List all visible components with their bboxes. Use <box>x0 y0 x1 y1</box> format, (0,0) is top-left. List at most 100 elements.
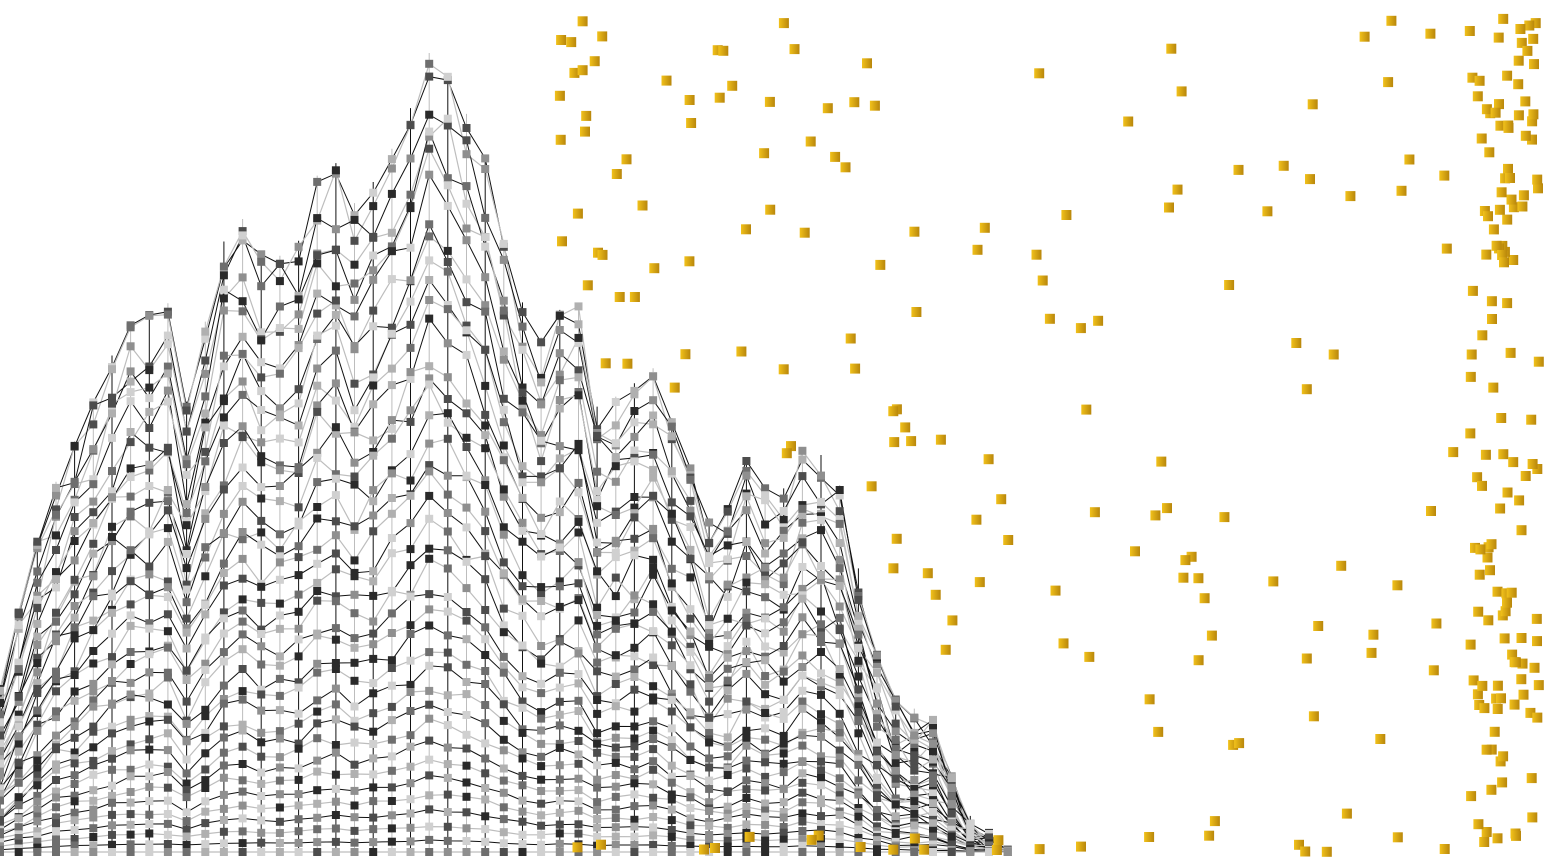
line-marker-8-18 <box>313 309 322 318</box>
line-marker-21-9 <box>145 619 154 628</box>
line-marker-32-39 <box>705 798 714 807</box>
line-marker-24-40 <box>723 733 732 742</box>
scatter-point-39 <box>888 406 899 417</box>
line-marker-21-52 <box>947 809 956 818</box>
line-marker-16-32 <box>574 528 583 537</box>
line-marker-38-13 <box>219 827 228 836</box>
line-marker-32-12 <box>201 765 210 774</box>
line-marker-33-44 <box>798 788 807 797</box>
line-marker-40-36 <box>649 848 658 856</box>
line-marker-24-19 <box>331 597 340 606</box>
line-marker-39-43 <box>779 842 788 851</box>
line-marker-24-16 <box>275 624 284 633</box>
line-marker-30-17 <box>294 719 303 728</box>
line-marker-6-24 <box>425 144 434 153</box>
line-marker-11-24 <box>425 276 434 284</box>
scatter-point-83 <box>778 364 789 375</box>
line-marker-16-23 <box>406 406 415 415</box>
line-marker-10-43 <box>779 573 788 582</box>
scatter-point-94 <box>1307 99 1318 110</box>
line-marker-13-34 <box>611 536 620 545</box>
line-marker-37-47 <box>854 833 863 842</box>
line-marker-38-28 <box>499 828 508 837</box>
scatter-point-99 <box>1089 507 1100 518</box>
line-marker-40-52 <box>947 848 956 856</box>
line-marker-31-44 <box>798 769 807 778</box>
line-marker-19-47 <box>854 702 863 711</box>
line-marker-15-10 <box>163 506 172 515</box>
line-marker-23-48 <box>873 761 881 770</box>
line-marker-15-23 <box>406 417 415 426</box>
line-marker-3-20 <box>350 215 359 224</box>
line-marker-27-30 <box>537 708 546 717</box>
line-marker-21-32 <box>574 596 583 605</box>
line-marker-7-31 <box>555 404 564 413</box>
line-marker-8-33 <box>593 487 602 496</box>
line-marker-31-12 <box>201 749 210 758</box>
line-marker-12-7 <box>108 493 116 502</box>
line-marker-35-18 <box>313 786 322 795</box>
line-marker-14-35 <box>630 546 639 555</box>
line-marker-27-26 <box>462 635 471 644</box>
line-marker-33-41 <box>742 794 751 802</box>
line-marker-18-38 <box>686 647 695 656</box>
line-marker-16-14 <box>238 482 247 490</box>
scatter-point-234 <box>1467 72 1478 83</box>
line-marker-26-20 <box>350 643 359 652</box>
line-marker-32-23 <box>406 731 415 740</box>
line-marker-10-3 <box>33 604 42 613</box>
line-marker-30-26 <box>462 690 471 699</box>
line-marker-21-42 <box>761 690 770 699</box>
line-marker-36-35 <box>630 815 639 824</box>
line-marker-28-45 <box>817 752 825 761</box>
line-marker-38-22 <box>387 824 396 833</box>
line-marker-22-39 <box>705 720 714 729</box>
line-marker-37-48 <box>873 836 881 845</box>
line-marker-17-11 <box>182 598 191 607</box>
line-marker-36-9 <box>145 810 154 819</box>
line-marker-16-28 <box>499 485 508 494</box>
line-marker-14-15 <box>257 458 266 467</box>
line-marker-7-45 <box>817 526 825 535</box>
line-marker-31-23 <box>406 707 415 715</box>
scatter-point-298 <box>1518 689 1529 700</box>
line-marker-13-27 <box>481 410 490 419</box>
scatter-point-182 <box>1479 206 1490 216</box>
line-marker-39-15 <box>257 838 266 847</box>
line-marker-20-43 <box>779 667 788 676</box>
line-marker-36-33 <box>593 815 602 823</box>
line-marker-18-44 <box>798 630 807 639</box>
line-marker-7-24 <box>425 170 434 179</box>
line-marker-3-10 <box>163 331 172 340</box>
line-marker-38-18 <box>313 825 322 834</box>
line-marker-10-41 <box>742 573 751 582</box>
line-marker-6-38 <box>686 496 695 505</box>
line-marker-7-14 <box>238 332 247 341</box>
line-marker-4-23 <box>406 190 415 199</box>
line-marker-6-29 <box>518 402 527 411</box>
line-marker-16-33 <box>593 603 602 612</box>
line-marker-40-33 <box>593 848 602 856</box>
line-marker-14-37 <box>667 579 676 588</box>
line-marker-37-31 <box>555 820 564 829</box>
scatter-point-140 <box>1278 160 1289 171</box>
line-marker-40-4 <box>52 848 60 856</box>
line-marker-27-6 <box>89 722 98 731</box>
line-marker-35-45 <box>817 812 825 821</box>
line-marker-34-21 <box>369 770 378 779</box>
line-marker-27-38 <box>686 742 695 751</box>
line-marker-36-32 <box>574 806 583 815</box>
scatter-point-110 <box>1428 665 1439 676</box>
line-marker-35-6 <box>89 805 98 814</box>
line-marker-27-47 <box>854 760 863 769</box>
scatter-point-75 <box>597 31 608 42</box>
line-marker-9-35 <box>630 493 639 501</box>
line-marker-7-29 <box>518 388 527 397</box>
line-marker-4-37 <box>667 432 676 441</box>
line-marker-39-20 <box>350 838 359 847</box>
line-marker-14-25 <box>443 373 452 382</box>
scatter-point-149 <box>806 834 817 845</box>
scatter-point-35 <box>1130 546 1140 557</box>
line-marker-17-5 <box>70 627 79 636</box>
line-marker-12-17 <box>294 438 303 447</box>
